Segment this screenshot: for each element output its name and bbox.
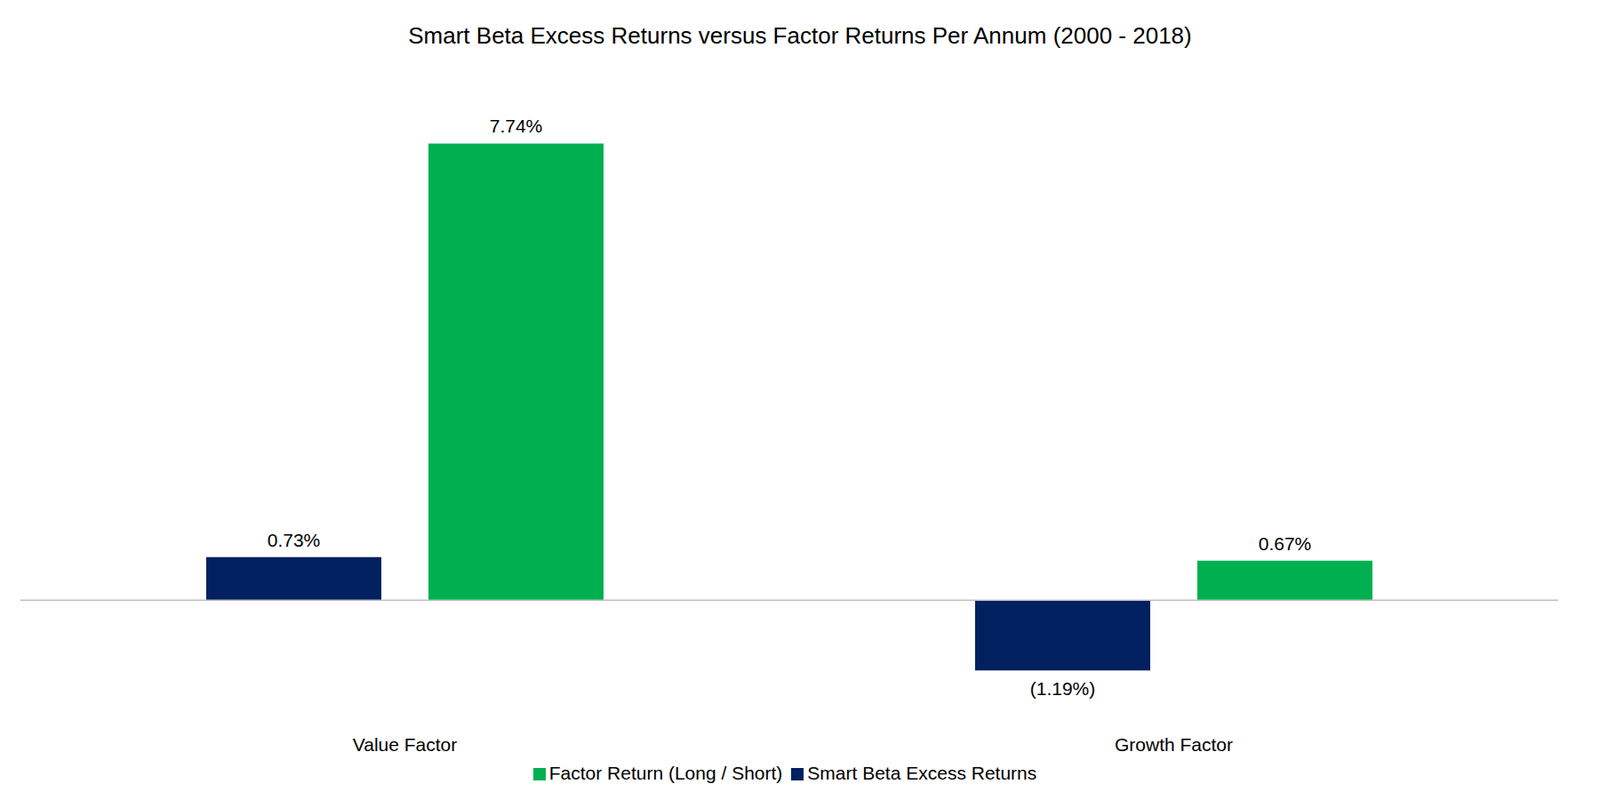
svg-text:0.73%: 0.73% (267, 529, 321, 551)
svg-text:Value Factor: Value Factor (352, 734, 458, 755)
svg-text:7.74%: 7.74% (489, 115, 544, 136)
svg-text:0.67%: 0.67% (1258, 533, 1312, 554)
svg-text:(1.19%): (1.19%) (1030, 678, 1096, 699)
svg-text:Growth Factor: Growth Factor (1114, 734, 1233, 755)
html-text:Smart Beta Excess Returns: Smart Beta Excess Returns (807, 762, 1037, 784)
html-text:Smart Beta Excess Returns vers: Smart Beta Excess Returns versus Factor … (408, 22, 1192, 49)
html-text:Factor Return (Long / Short): Factor Return (Long / Short) (549, 762, 783, 784)
